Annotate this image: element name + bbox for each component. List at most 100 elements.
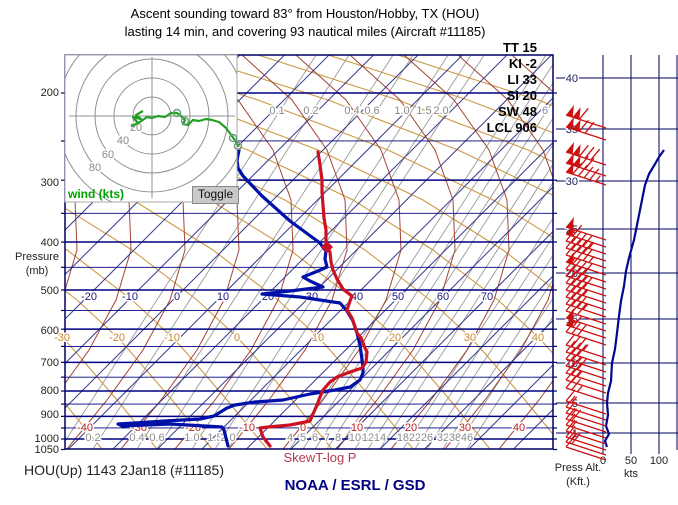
moist-adiabat-label: 0 [300,422,306,434]
mixing-ratio-label: 6 [312,432,318,444]
wind-barb [565,376,607,402]
wind-barb [565,142,607,166]
wind-barb [565,347,607,373]
mixing-ratio-line [289,55,547,449]
mixing-ratio-label: 5 [300,432,306,444]
mixing-ratio-label: 0.4 [344,105,359,117]
moist-adiabat-label: 10 [351,422,363,434]
isotherm-line [65,55,330,320]
moist-adiabat-line [390,55,510,449]
speed-axis-units-label: kts [623,468,639,480]
isotherm-line [468,364,553,449]
dry-adiabat-label: -20 [109,332,125,344]
moist-adiabat-line [65,170,78,292]
dry-adiabat-label: 40 [532,332,544,344]
isotherm-label: -10 [122,291,138,303]
moist-adiabat-label: 40 [513,422,525,434]
agency-label: NOAA / ESRL / GSD [284,477,426,494]
wind-barb [565,389,607,415]
mixing-ratio-label: 1.5 [207,432,222,444]
hodograph-trace-marker [228,133,238,143]
hodograph-wind-trace [130,110,239,147]
pressure-axis-label: 800 [41,385,59,397]
isotherm-line [112,55,508,449]
isotherm-line [424,319,553,449]
moist-adiabat-label: 20 [405,422,417,434]
moist-adiabat-line [174,55,294,449]
pressure-axis-title-line1: Pressure [14,251,60,263]
toggle-button[interactable]: Toggle [192,186,239,204]
hodograph-ring-label: 80 [89,162,101,174]
press-alt-title-line1: Press Alt. [554,462,602,474]
wind-barb [565,320,607,346]
stability-index: SI 20 [506,88,537,103]
wind-barb [565,354,607,380]
mixing-ratio-label: 22 [409,432,421,444]
skewt-logp-label: SkewT-log P [283,450,357,465]
isotherm-line [201,97,553,449]
mixing-ratio-line [442,278,553,449]
mixing-ratio-label: 26 [421,432,433,444]
dry-adiabat-line [65,290,213,449]
wind-barb [565,299,607,325]
wind-barb [565,395,607,421]
isotherm-line [379,275,553,449]
speed-axis-tick-label: 100 [650,455,668,467]
stability-index: SW 48 [497,104,537,119]
isotherm-line [65,55,374,365]
mixing-ratio-label: 0.2 [303,105,318,117]
isotherm-label: 60 [437,291,449,303]
pressure-axis-label: 300 [41,177,59,189]
mixing-ratio-line [367,163,553,449]
wind-speed-profile-line [603,149,665,448]
mixing-ratio-label: 6 [542,105,548,117]
mixing-ratio-label: 8 [335,432,341,444]
mixing-ratio-line [354,143,553,449]
mixing-ratio-label: 0.2 [85,432,100,444]
stability-index: LI 33 [507,72,537,87]
hodograph-ring-label: 60 [102,149,114,161]
altitude-label: 30 [566,176,578,188]
moist-adiabat-line [336,55,456,449]
hodograph-wind-units-label: wind (kts) [68,187,124,201]
hodograph-ring-label: 40 [117,135,129,147]
pressure-axis-label: 1000 [35,433,59,445]
mixing-ratio-label: 18 [397,432,409,444]
isotherm-label: 10 [217,291,229,303]
pressure-axis-label: 200 [41,87,59,99]
hodograph-trace-marker [172,108,182,118]
mixing-ratio-line [466,315,553,449]
chart-frame [64,54,554,450]
wind-barb [565,162,607,186]
mixing-ratio-label: 4 [287,432,293,444]
mixing-ratio-label: 1.0 [394,105,409,117]
isotherm-label: -20 [81,291,97,303]
dry-adiabat-label: 30 [464,332,476,344]
wind-barb [565,292,607,318]
isotherm-line [603,55,678,449]
wind-barb [565,430,607,456]
wind-barb [565,333,607,359]
moist-adiabat-line [228,55,348,449]
moist-adiabat-label: 30 [459,422,471,434]
isotherm-label: 40 [351,291,363,303]
mixing-ratio-label: 10 [349,432,361,444]
stability-index: KI -2 [508,56,537,71]
press-alt-axis-title: Press Alt. (Kft.) [552,461,604,489]
dry-adiabat-line [117,55,553,239]
mixing-ratio-line [214,55,472,449]
mixing-ratio-label: 0.4 [129,432,144,444]
isotherm-label: 50 [392,291,404,303]
mixing-ratio-label: 38 [449,432,461,444]
speed-axis-tick-label: 0 [600,455,606,467]
mixing-ratio-label: 7 [324,432,330,444]
wind-barb [565,236,607,262]
mixing-ratio-label: 0.6 [364,105,379,117]
pressure-axis-label: 700 [41,357,59,369]
skewt-background-lines [65,55,678,449]
mixing-ratio-label: 14 [374,432,386,444]
wind-barb [565,361,607,387]
dry-adiabat-label: -30 [54,332,70,344]
